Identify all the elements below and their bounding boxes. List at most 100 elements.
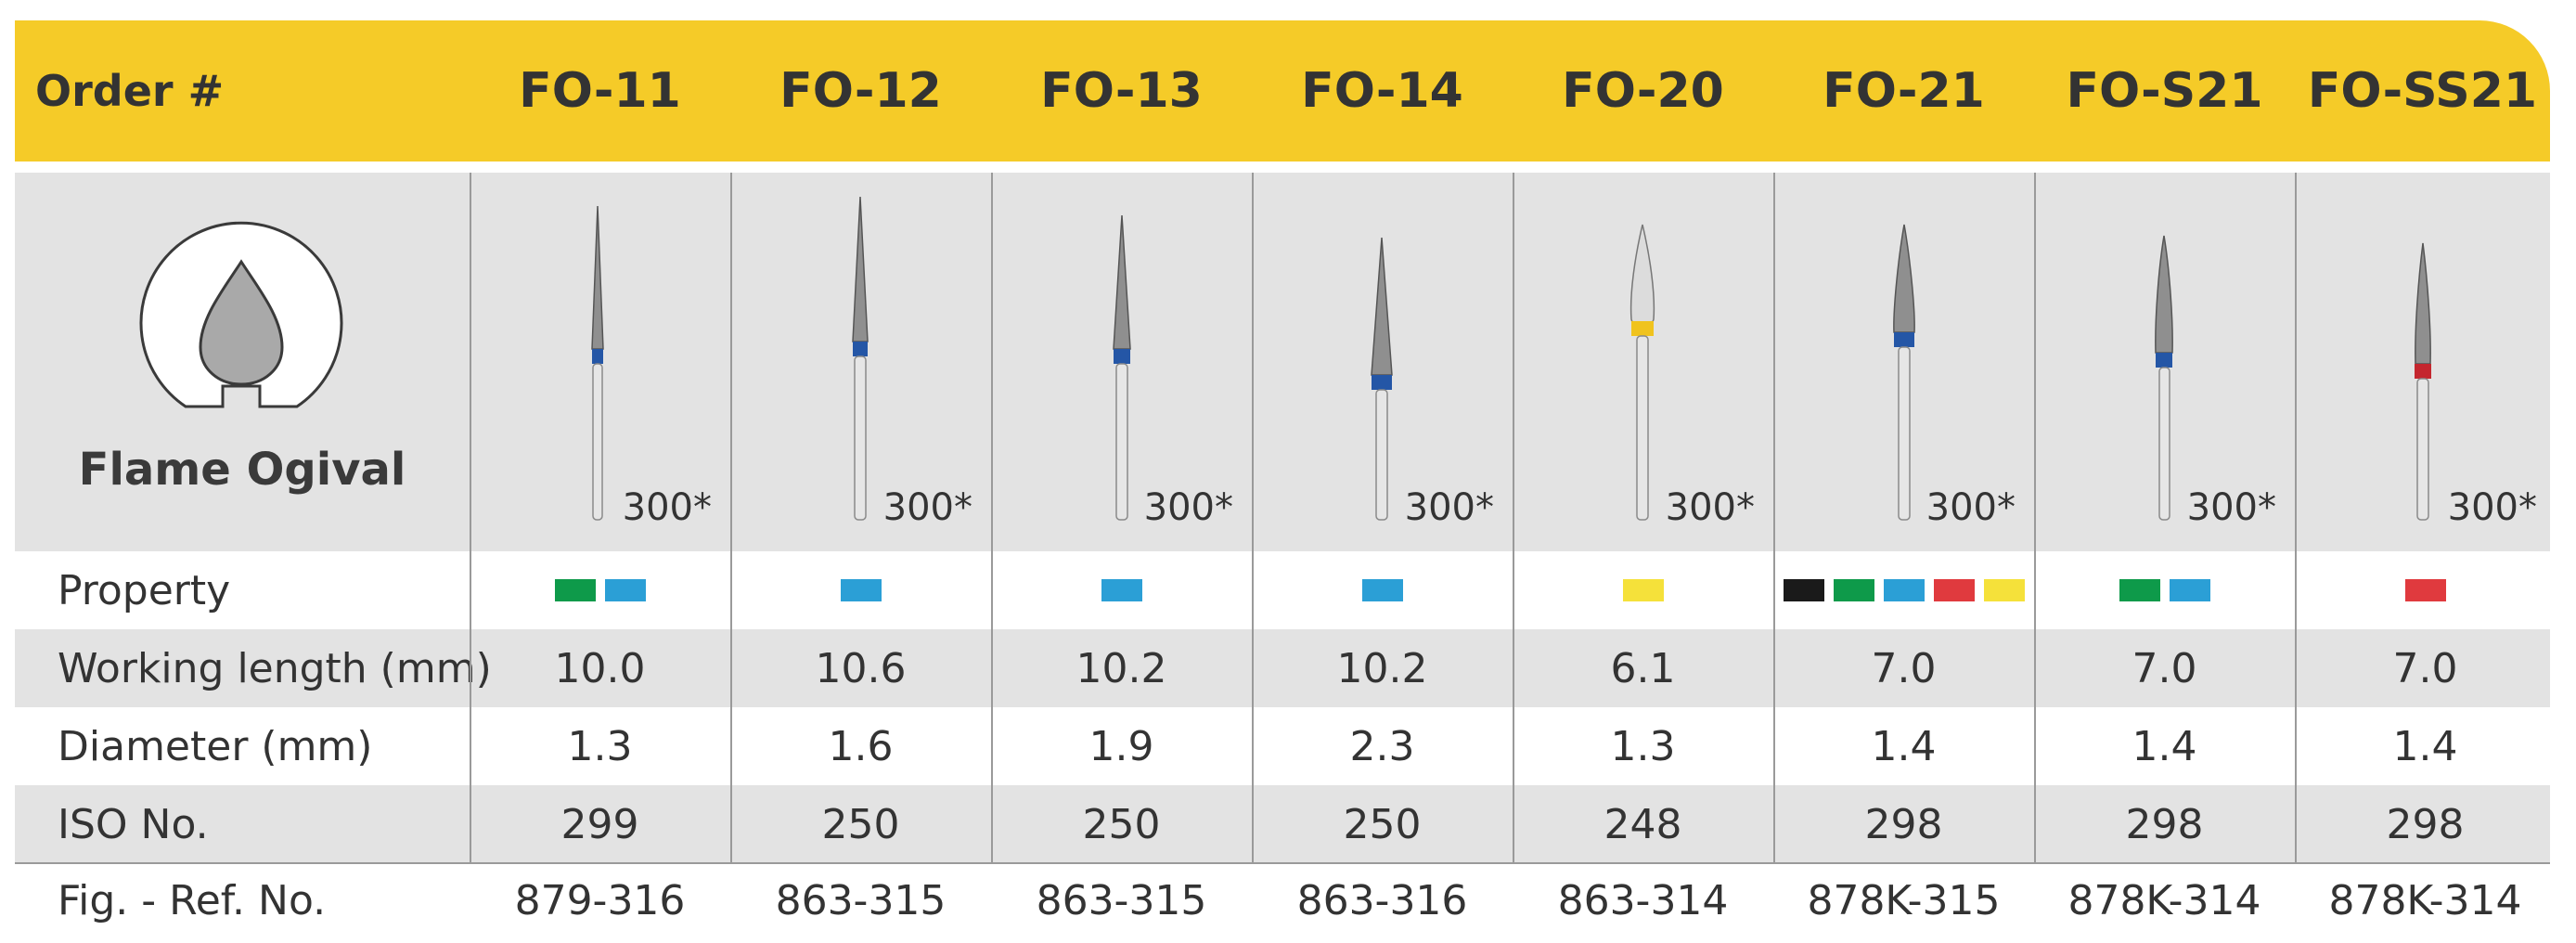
- bur-image-fo-13: 300*: [991, 173, 1252, 551]
- table-cell: 879-316: [514, 876, 686, 924]
- table-cell: 7.0: [2132, 644, 2197, 692]
- property-swatch-blue: [2169, 579, 2210, 601]
- property-cell: [1513, 551, 1773, 629]
- table-cell: 1.3: [567, 722, 633, 770]
- property-cell: [2034, 551, 2295, 629]
- order-number-label: Order #: [35, 66, 225, 116]
- property-swatch-blue: [604, 579, 646, 601]
- column-header-fo-14: FO-14: [1301, 63, 1463, 119]
- column-divider: [1252, 173, 1254, 863]
- table-cell: 298: [1864, 800, 1943, 848]
- property-cell: [2295, 551, 2556, 629]
- shape-cell: Flame Ogival: [15, 173, 470, 551]
- bur-image-fo-14: 300*: [1252, 173, 1513, 551]
- column-divider: [1773, 173, 1775, 863]
- column-divider: [2034, 173, 2036, 863]
- bur-count: 300*: [1926, 486, 2016, 529]
- table-cell: 863-315: [1036, 876, 1207, 924]
- bur-image-fo-11: 300*: [470, 173, 730, 551]
- property-row: Property: [15, 551, 2550, 629]
- column-header-fo-12: FO-12: [779, 63, 942, 119]
- flame-ogival-icon: [139, 221, 343, 408]
- bur-count: 300*: [1665, 486, 1755, 529]
- property-label: Property: [58, 566, 231, 614]
- column-header-fo-11: FO-11: [519, 63, 681, 119]
- table-cell: 298: [2125, 800, 2204, 848]
- table-cell: 248: [1604, 800, 1682, 848]
- property-cell: [730, 551, 991, 629]
- iso-number-row: ISO No. 299 250 250 250 248 298 298 298: [15, 785, 2550, 863]
- column-header-fo-13: FO-13: [1040, 63, 1203, 119]
- bur-image-fo-ss21: 300*: [2295, 173, 2556, 551]
- bur-image-fo-20: 300*: [1513, 173, 1773, 551]
- table-header: Order # FO-11 FO-12 FO-13 FO-14 FO-20 FO…: [15, 20, 2550, 161]
- column-divider: [1513, 173, 1514, 863]
- property-swatch-blue: [1883, 579, 1925, 601]
- table-cell: 10.2: [1075, 644, 1167, 692]
- table-cell: 2.3: [1349, 722, 1415, 770]
- property-cell: [991, 551, 1252, 629]
- property-swatch-blue: [1101, 579, 1142, 601]
- column-divider: [730, 173, 732, 863]
- table-cell: 298: [2386, 800, 2465, 848]
- table-cell: 10.6: [815, 644, 907, 692]
- property-swatch-green: [1833, 579, 1874, 601]
- diameter-row: Diameter (mm) 1.3 1.6 1.9 2.3 1.3 1.4 1.…: [15, 707, 2550, 785]
- table-cell: 10.2: [1336, 644, 1428, 692]
- property-cell: [470, 551, 730, 629]
- table-cell: 878K-315: [1807, 876, 2001, 924]
- bur-count: 300*: [882, 486, 972, 529]
- bur-count: 300*: [622, 486, 712, 529]
- row-label: Fig. - Ref. No.: [58, 876, 327, 924]
- table-cell: 863-314: [1557, 876, 1729, 924]
- column-header-fo-s21: FO-S21: [2066, 63, 2263, 119]
- property-cell: [1252, 551, 1513, 629]
- property-swatch-blue: [1361, 579, 1403, 601]
- row-label: Diameter (mm): [58, 722, 373, 770]
- property-swatch-red: [2404, 579, 2446, 601]
- column-header-fo-21: FO-21: [1823, 63, 1985, 119]
- bur-image-fo-21: 300*: [1773, 173, 2034, 551]
- table-cell: 1.9: [1088, 722, 1154, 770]
- bur-count: 300*: [1404, 486, 1494, 529]
- table-cell: 299: [560, 800, 639, 848]
- image-row: Flame Ogival 300* 300* 300* 300*: [15, 173, 2550, 551]
- shape-name: Flame Ogival: [78, 444, 406, 496]
- property-swatch-black: [1783, 579, 1824, 601]
- table-cell: 1.3: [1610, 722, 1676, 770]
- table-cell: 1.4: [2132, 722, 2197, 770]
- column-divider: [470, 173, 471, 863]
- table-cell: 250: [821, 800, 900, 848]
- bur-image-fo-s21: 300*: [2034, 173, 2295, 551]
- column-divider: [991, 173, 993, 863]
- property-swatch-red: [1933, 579, 1975, 601]
- table-cell: 7.0: [2392, 644, 2458, 692]
- property-swatch-green: [554, 579, 596, 601]
- table-cell: 878K-314: [2328, 876, 2522, 924]
- property-swatch-yellow: [1983, 579, 2025, 601]
- table-cell: 250: [1082, 800, 1161, 848]
- table-cell: 10.0: [554, 644, 646, 692]
- bur-count: 300*: [2186, 486, 2276, 529]
- bur-count: 300*: [1143, 486, 1233, 529]
- property-swatch-yellow: [1622, 579, 1664, 601]
- table-bottom-rule: [15, 862, 2550, 864]
- ref-number-row: Fig. - Ref. No. 879-316 863-315 863-315 …: [15, 863, 2550, 937]
- row-label: Working length (mm): [58, 644, 492, 692]
- table-cell: 1.4: [1871, 722, 1937, 770]
- column-header-fo-20: FO-20: [1562, 63, 1724, 119]
- row-label: ISO No.: [58, 800, 209, 848]
- table-cell: 250: [1343, 800, 1422, 848]
- property-swatch-blue: [840, 579, 882, 601]
- table-cell: 1.6: [828, 722, 894, 770]
- table-cell: 7.0: [1871, 644, 1937, 692]
- column-divider: [2295, 173, 2297, 863]
- bur-image-fo-12: 300*: [730, 173, 991, 551]
- table-cell: 863-315: [775, 876, 947, 924]
- table-cell: 6.1: [1610, 644, 1676, 692]
- working-length-row: Working length (mm) 10.0 10.6 10.2 10.2 …: [15, 629, 2550, 707]
- table-cell: 1.4: [2392, 722, 2458, 770]
- column-header-fo-ss21: FO-SS21: [2307, 63, 2538, 119]
- table-cell: 878K-314: [2067, 876, 2261, 924]
- bur-count: 300*: [2447, 486, 2537, 529]
